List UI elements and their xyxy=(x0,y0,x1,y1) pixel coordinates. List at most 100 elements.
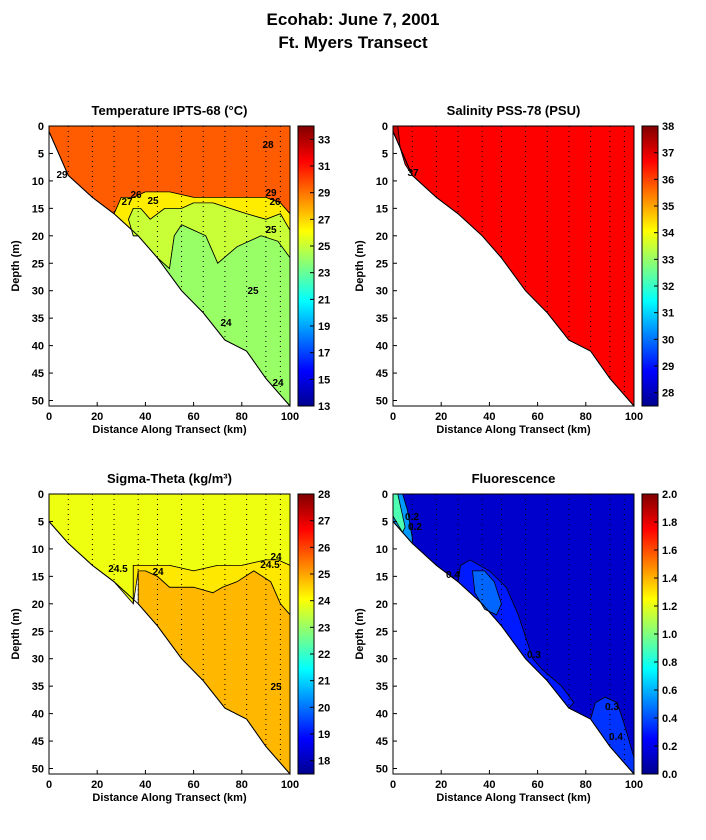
chart-panel-2: 0 20 40 60 80 100 0 5 10 15 20 25 30 35 40 45 50 Salinity… xyxy=(354,103,675,436)
y-axis-label: Depth (m) xyxy=(10,240,22,292)
contour-region-3 xyxy=(472,570,502,616)
contour-label: 0.4 xyxy=(609,732,623,743)
y-tick-label: 0 xyxy=(38,121,44,133)
x-axis-label: Distance Along Transect (km) xyxy=(436,424,591,436)
contour-label: 26 xyxy=(130,190,142,201)
y-tick-label: 35 xyxy=(32,313,44,325)
x-axis-label: Distance Along Transect (km) xyxy=(92,424,247,436)
x-axis-label: Distance Along Transect (km) xyxy=(436,792,591,804)
colorbar-tick-label: 28 xyxy=(318,489,330,501)
y-tick-label: 40 xyxy=(32,709,44,721)
y-tick-label: 20 xyxy=(32,599,44,611)
y-tick-label: 5 xyxy=(38,516,44,528)
colorbar-tick-label: 0.8 xyxy=(662,657,677,669)
y-tick-label: 5 xyxy=(382,148,388,160)
y-tick-label: 50 xyxy=(376,764,388,776)
contour-label: 25 xyxy=(270,682,282,693)
contour-label: 24 xyxy=(272,378,284,389)
colorbar-tick-label: 28 xyxy=(662,388,674,400)
colorbar-tick-label: 25 xyxy=(318,241,330,253)
x-tick-label: 40 xyxy=(139,411,151,423)
x-tick-label: 40 xyxy=(483,779,495,791)
y-tick-label: 25 xyxy=(376,258,388,270)
colorbar-tick-label: 20 xyxy=(318,702,330,714)
panel-title: Temperature IPTS-68 (°C) xyxy=(92,103,248,118)
y-tick-label: 0 xyxy=(382,121,388,133)
contour-label: 0.2 xyxy=(408,522,422,533)
panel-title: Salinity PSS-78 (PSU) xyxy=(447,103,581,118)
x-tick-label: 0 xyxy=(390,779,396,791)
colorbar-tick-label: 0.6 xyxy=(662,685,677,697)
figure-title: Ecohab: June 7, 2001 xyxy=(266,10,440,29)
y-axis-label: Depth (m) xyxy=(354,240,366,292)
y-tick-label: 10 xyxy=(376,544,388,556)
x-tick-label: 60 xyxy=(531,411,543,423)
contour-label: 29 xyxy=(56,170,68,181)
y-tick-label: 15 xyxy=(376,571,388,583)
x-tick-label: 40 xyxy=(139,779,151,791)
y-tick-label: 20 xyxy=(32,231,44,243)
colorbar-tick-label: 17 xyxy=(318,348,330,360)
colorbar-tick-label: 1.0 xyxy=(662,629,677,641)
colorbar-tick-label: 1.2 xyxy=(662,601,677,613)
y-axis-label: Depth (m) xyxy=(10,608,22,660)
colorbar-tick-label: 0.4 xyxy=(662,713,678,725)
y-tick-label: 40 xyxy=(376,709,388,721)
y-tick-label: 30 xyxy=(376,286,388,298)
colorbar-tick-label: 19 xyxy=(318,729,330,741)
axes-frame xyxy=(48,125,291,407)
y-tick-label: 15 xyxy=(32,571,44,583)
contour-label: 24.5 xyxy=(260,560,280,571)
contour-label: 0.4 xyxy=(446,570,460,581)
colorbar-tick-label: 21 xyxy=(318,676,330,688)
colorbar-tick-label: 1.8 xyxy=(662,517,677,529)
y-tick-label: 45 xyxy=(376,736,388,748)
contour-label: 0.2 xyxy=(405,512,419,523)
y-tick-label: 15 xyxy=(32,203,44,215)
colorbar-tick-label: 13 xyxy=(318,401,330,413)
x-tick-label: 100 xyxy=(625,779,643,791)
x-tick-label: 40 xyxy=(483,411,495,423)
figure-subtitle: Ft. Myers Transect xyxy=(278,33,428,52)
panel-title: Fluorescence xyxy=(472,471,556,486)
x-axis-label: Distance Along Transect (km) xyxy=(92,792,247,804)
x-tick-label: 20 xyxy=(91,411,103,423)
y-tick-label: 5 xyxy=(38,148,44,160)
seafloor-line xyxy=(392,131,635,407)
y-tick-label: 10 xyxy=(32,544,44,556)
y-tick-label: 0 xyxy=(382,489,388,501)
colorbar-tick-label: 33 xyxy=(318,134,330,146)
y-tick-label: 30 xyxy=(376,654,388,666)
contour-label: 0.3 xyxy=(605,702,619,713)
x-tick-label: 20 xyxy=(435,779,447,791)
seafloor-line xyxy=(48,131,291,407)
chart-panel-1: 0 20 40 60 80 100 0 5 10 15 20 25 30 35 40 45 50 Temperat… xyxy=(10,103,330,436)
y-tick-label: 25 xyxy=(376,626,388,638)
colorbar-tick-label: 19 xyxy=(318,321,330,333)
contour-label: 24 xyxy=(152,567,164,578)
colorbar-tick-label: 0.2 xyxy=(662,741,677,753)
y-tick-label: 50 xyxy=(32,396,44,408)
colorbar-tick-label: 21 xyxy=(318,294,330,306)
x-tick-label: 100 xyxy=(625,411,643,423)
colorbar-tick-label: 37 xyxy=(662,148,674,160)
axes-frame xyxy=(48,493,291,775)
y-axis-label: Depth (m) xyxy=(354,608,366,660)
colorbar-tick-label: 29 xyxy=(662,361,674,373)
y-tick-label: 25 xyxy=(32,626,44,638)
colorbar-tick-label: 22 xyxy=(318,649,330,661)
x-tick-label: 80 xyxy=(580,779,592,791)
colorbar-tick-label: 34 xyxy=(662,228,675,240)
x-tick-label: 0 xyxy=(390,411,396,423)
colorbar-tick-label: 36 xyxy=(662,174,674,186)
y-tick-label: 5 xyxy=(382,516,388,528)
contour-label: 26 xyxy=(269,197,281,208)
colorbar-tick-label: 26 xyxy=(318,542,330,554)
seafloor-line xyxy=(48,521,291,775)
colorbar-tick-label: 38 xyxy=(662,121,674,133)
panel-title: Sigma-Theta (kg/m³) xyxy=(107,471,232,486)
contour-label: 25 xyxy=(147,196,159,207)
contour-label: 37 xyxy=(407,168,419,179)
y-tick-label: 40 xyxy=(376,341,388,353)
